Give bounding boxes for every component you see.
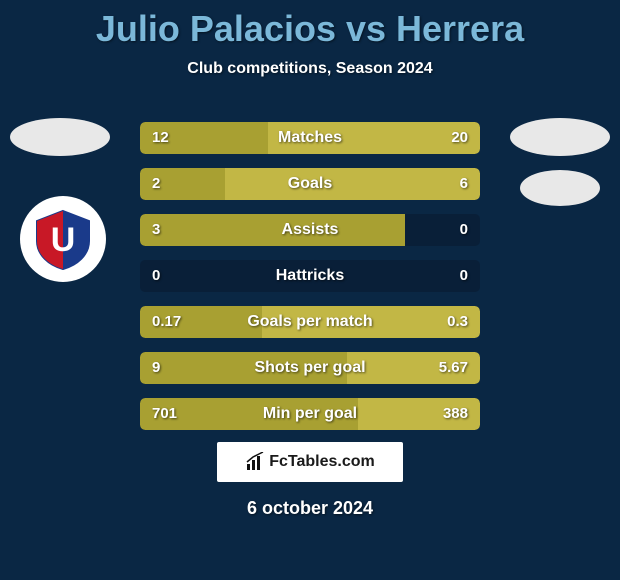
stat-value-right: 388 — [443, 398, 468, 430]
stat-label: Min per goal — [140, 398, 480, 430]
stat-value-right: 0 — [460, 260, 468, 292]
stat-value-right: 0.3 — [447, 306, 468, 338]
stat-label: Matches — [140, 122, 480, 154]
subtitle: Club competitions, Season 2024 — [0, 60, 620, 78]
stat-row-hattricks: 0 Hattricks 0 — [140, 260, 480, 292]
stat-label: Assists — [140, 214, 480, 246]
stat-row-goals: 2 Goals 6 — [140, 168, 480, 200]
stat-row-assists: 3 Assists 0 — [140, 214, 480, 246]
stat-row-shots-per-goal: 9 Shots per goal 5.67 — [140, 352, 480, 384]
club-badge-left-shield: U — [31, 207, 95, 271]
stat-value-right: 20 — [451, 122, 468, 154]
stat-row-min-per-goal: 701 Min per goal 388 — [140, 398, 480, 430]
brand-text: FcTables.com — [269, 453, 375, 471]
stat-label: Goals — [140, 168, 480, 200]
player-avatar-right — [510, 118, 610, 156]
date-text: 6 october 2024 — [0, 498, 620, 519]
brand-chart-icon — [245, 452, 265, 472]
page-title: Julio Palacios vs Herrera — [0, 0, 620, 50]
club-badge-letter: U — [51, 221, 76, 259]
stat-label: Hattricks — [140, 260, 480, 292]
stat-value-right: 0 — [460, 214, 468, 246]
stats-container: 12 Matches 20 2 Goals 6 3 Assists 0 0 Ha… — [140, 122, 480, 444]
stat-label: Shots per goal — [140, 352, 480, 384]
club-badge-left: U — [20, 196, 106, 282]
stat-label: Goals per match — [140, 306, 480, 338]
stat-value-right: 5.67 — [439, 352, 468, 384]
stat-row-matches: 12 Matches 20 — [140, 122, 480, 154]
brand-badge: FcTables.com — [217, 442, 403, 482]
stat-row-goals-per-match: 0.17 Goals per match 0.3 — [140, 306, 480, 338]
player-avatar-left — [10, 118, 110, 156]
club-badge-right — [520, 170, 600, 206]
stat-value-right: 6 — [460, 168, 468, 200]
